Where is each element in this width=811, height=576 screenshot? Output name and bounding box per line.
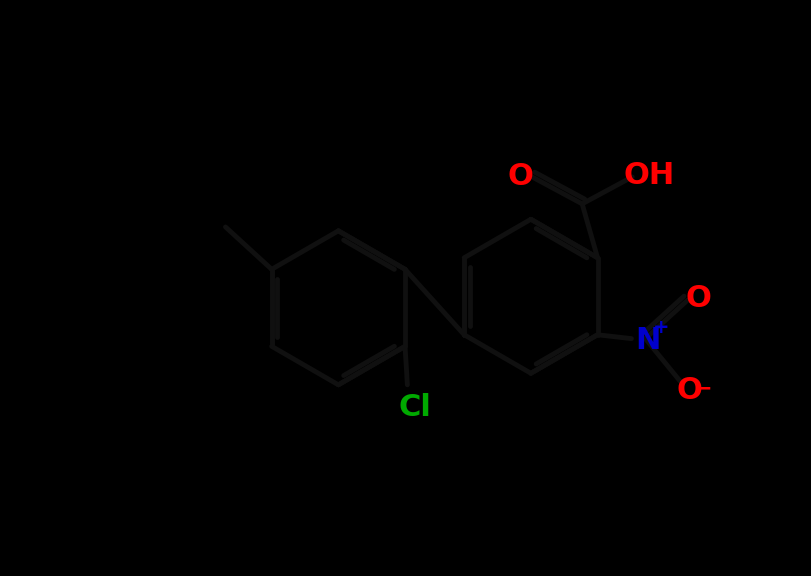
Text: O: O xyxy=(676,376,702,405)
Text: N: N xyxy=(634,327,659,355)
Text: −: − xyxy=(693,378,711,399)
Text: OH: OH xyxy=(623,161,674,190)
Text: O: O xyxy=(507,162,533,191)
Text: O: O xyxy=(684,284,710,313)
Text: +: + xyxy=(652,317,668,336)
Text: Cl: Cl xyxy=(398,393,431,422)
